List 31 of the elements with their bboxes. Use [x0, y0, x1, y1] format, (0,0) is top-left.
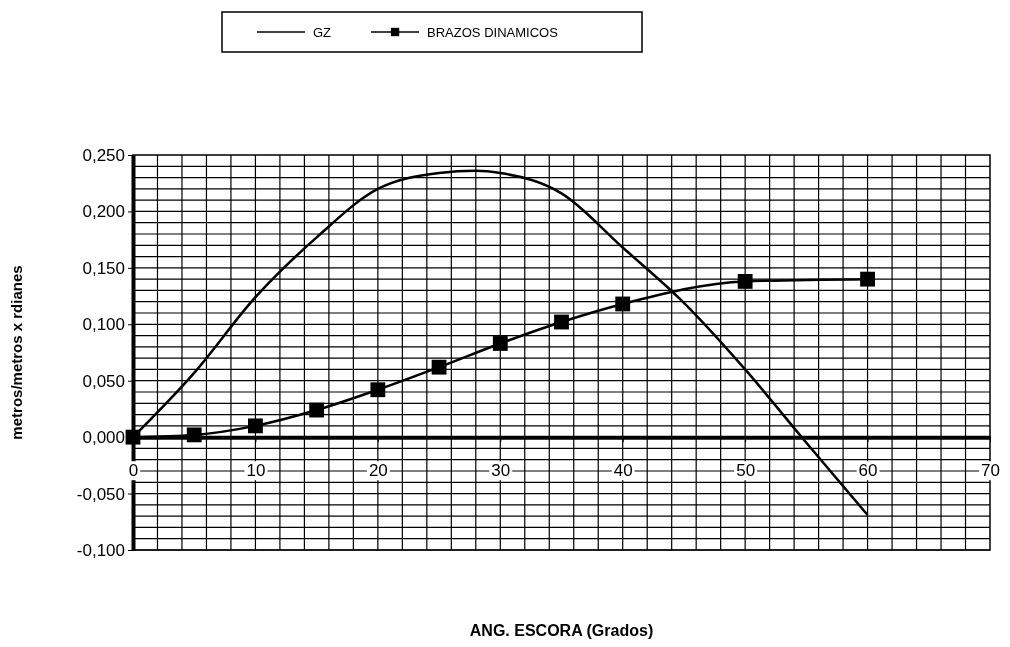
point: [309, 402, 325, 418]
y-tick-label: 0,250: [82, 145, 125, 165]
y-axis-title: metros/metros x rdianes: [8, 265, 25, 440]
y-tick-label: 0,000: [82, 428, 125, 448]
point: [860, 271, 875, 287]
x-tick-label: 30: [491, 461, 511, 481]
legend-label: BRAZOS DINAMICOS: [427, 25, 559, 40]
point: [492, 336, 508, 351]
point: [615, 296, 631, 312]
y-tick-label: 0,050: [82, 371, 125, 391]
y-tick-label: 0,100: [82, 315, 125, 335]
y-tick-label: 0,150: [82, 258, 125, 278]
point: [370, 382, 386, 398]
x-tick-label: 20: [368, 461, 388, 481]
point: [248, 418, 263, 434]
y-tick-label: -0,050: [76, 484, 125, 504]
y-tick-label: -0,100: [76, 540, 125, 560]
point: [554, 314, 569, 330]
point: [737, 273, 753, 289]
point: [431, 359, 447, 375]
legend-label: GZ: [313, 25, 332, 40]
point: [125, 429, 141, 445]
x-tick-label: 10: [246, 461, 266, 481]
point: [186, 427, 202, 443]
x-tick-label: 70: [981, 461, 1000, 481]
x-tick-label: 60: [858, 461, 878, 481]
x-tick-label: 40: [613, 461, 633, 481]
x-tick-label: 0: [128, 461, 139, 481]
x-tick-label: 50: [736, 461, 756, 481]
x-axis-title: ANG. ESCORA (Grados): [469, 622, 654, 639]
y-tick-label: 0,200: [82, 202, 125, 222]
